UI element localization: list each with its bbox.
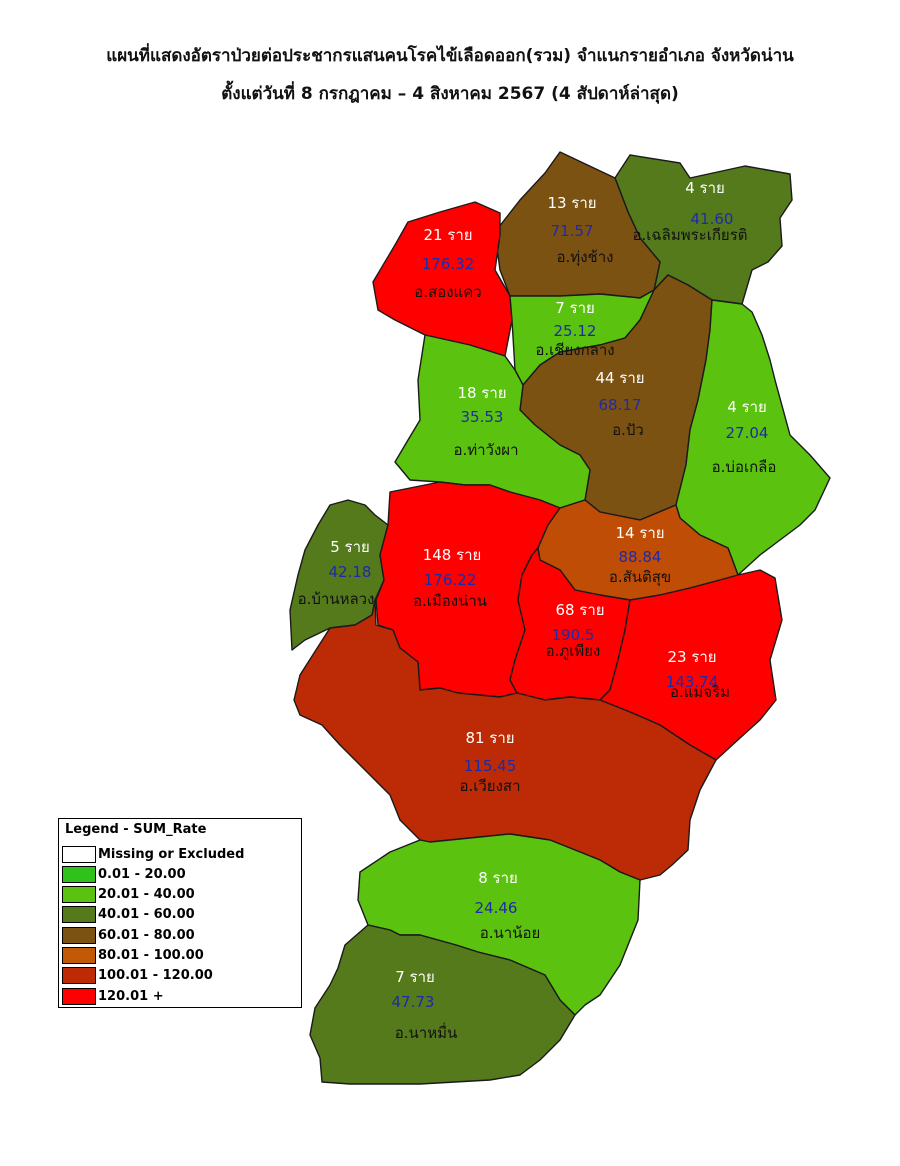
legend-swatch: [62, 886, 96, 904]
legend-title: Legend - SUM_Rate: [65, 822, 207, 837]
district-rate-thawangpha: 35.53: [461, 408, 504, 426]
legend-swatch: [62, 845, 96, 863]
district-rate-pua: 68.17: [599, 396, 642, 414]
district-cases-wiangsa: 81 ราย: [465, 729, 514, 747]
district-rate-boklua: 27.04: [726, 424, 769, 442]
district-name-chaloem: อ.เฉลิมพระเกียรติ: [633, 226, 748, 244]
district-rate-muangnan: 176.22: [424, 571, 477, 589]
district-rate-thungchang: 71.57: [551, 222, 594, 240]
district-namuen: [309, 924, 576, 1085]
district-cases-banluang: 5 ราย: [330, 538, 370, 556]
district-name-thawangpha: อ.ท่าวังผา: [453, 441, 518, 459]
district-name-banluang: อ.บ้านหลวง: [298, 590, 375, 608]
district-cases-namuen: 7 ราย: [395, 968, 435, 986]
legend-swatch: [62, 987, 96, 1005]
district-maecharim: [599, 569, 783, 761]
district-name-pua: อ.ปัว: [612, 421, 644, 439]
district-name-namuen: อ.นาหมื่น: [395, 1022, 457, 1042]
legend-label: 120.01 +: [98, 988, 164, 1004]
district-cases-thawangpha: 18 ราย: [457, 384, 506, 402]
legend-swatch: [62, 865, 96, 883]
legend-swatch: [62, 926, 96, 944]
district-rate-chiangklang: 25.12: [554, 322, 597, 340]
district-rate-nanoi: 24.46: [475, 899, 518, 917]
district-name-nanoi: อ.นาน้อย: [480, 924, 541, 942]
district-name-santisuk: อ.สันติสุข: [609, 568, 671, 587]
district-cases-chiangklang: 7 ราย: [555, 299, 595, 317]
legend-item: 20.01 - 40.00: [62, 886, 195, 904]
legend-label: 100.01 - 120.00: [98, 968, 213, 984]
district-name-wiangsa: อ.เวียงสา: [459, 777, 520, 795]
map-title: แผนที่แสดงอัตราป่วยต่อประชากรแสนคนโรคไข้…: [106, 46, 794, 66]
legend-item: 80.01 - 100.00: [62, 947, 204, 965]
district-cases-santisuk: 14 ราย: [615, 524, 664, 542]
legend-label: 0.01 - 20.00: [98, 866, 186, 882]
district-cases-muangnan: 148 ราย: [423, 546, 482, 564]
legend-label: 80.01 - 100.00: [98, 948, 204, 963]
district-name-muangnan: อ.เมืองน่าน: [413, 592, 487, 610]
district-cases-thungchang: 13 ราย: [547, 194, 596, 212]
legend-swatch: [62, 947, 96, 964]
district-name-thungchang: อ.ทุ่งช้าง: [557, 248, 614, 267]
legend-label: Missing or Excluded: [98, 846, 245, 862]
district-rate-maecharim: 143.74: [666, 673, 719, 691]
district-name-chiangklang: อ.เชียงกลาง: [535, 341, 614, 359]
district-cases-nanoi: 8 ราย: [478, 869, 518, 887]
legend-item: 0.01 - 20.00: [62, 865, 186, 883]
map-legend: Legend - SUM_Rate Missing or Excluded 0.0…: [58, 818, 302, 1008]
map-subtitle: ตั้งแต่วันที่ 8 กรกฎาคม – 4 สิงหาคม 2567…: [221, 84, 679, 104]
district-cases-maecharim: 23 ราย: [667, 648, 716, 666]
district-rate-chaloem: 41.60: [691, 210, 734, 228]
legend-item: 100.01 - 120.00: [62, 967, 213, 985]
district-cases-chaloem: 4 ราย: [685, 179, 725, 197]
district-boklua: [675, 299, 831, 576]
district-rate-songkhwae: 176.32: [422, 255, 475, 273]
district-rate-wiangsa: 115.45: [464, 757, 517, 775]
district-name-boklua: อ.บ่อเกลือ: [712, 458, 777, 476]
district-name-songkhwae: อ.สองแคว: [414, 283, 481, 301]
legend-item: 120.01 +: [62, 987, 164, 1005]
district-cases-phupiang: 68 ราย: [555, 601, 604, 619]
district-cases-boklua: 4 ราย: [727, 398, 767, 416]
legend-item: Missing or Excluded: [62, 845, 244, 863]
legend-swatch: [62, 967, 96, 985]
legend-label: 40.01 - 60.00: [98, 907, 195, 923]
legend-label: 20.01 - 40.00: [98, 887, 195, 903]
district-wiangsa: [293, 599, 717, 881]
legend-label: 60.01 - 80.00: [98, 927, 195, 943]
district-rate-namuen: 47.73: [392, 993, 435, 1011]
district-name-phupiang: อ.ภูเพียง: [546, 642, 601, 660]
district-cases-songkhwae: 21 ราย: [423, 226, 472, 244]
district-rate-banluang: 42.18: [329, 563, 372, 581]
legend-item: 60.01 - 80.00: [62, 926, 195, 944]
district-songkhwae: [372, 201, 513, 357]
legend-item: 40.01 - 60.00: [62, 906, 195, 924]
district-rate-phupiang: 190.5: [552, 626, 595, 644]
district-rate-santisuk: 88.84: [619, 548, 662, 566]
legend-swatch: [62, 906, 96, 924]
district-cases-pua: 44 ราย: [595, 369, 644, 387]
district-name-maecharim: อ.แม่จริม: [670, 683, 730, 701]
